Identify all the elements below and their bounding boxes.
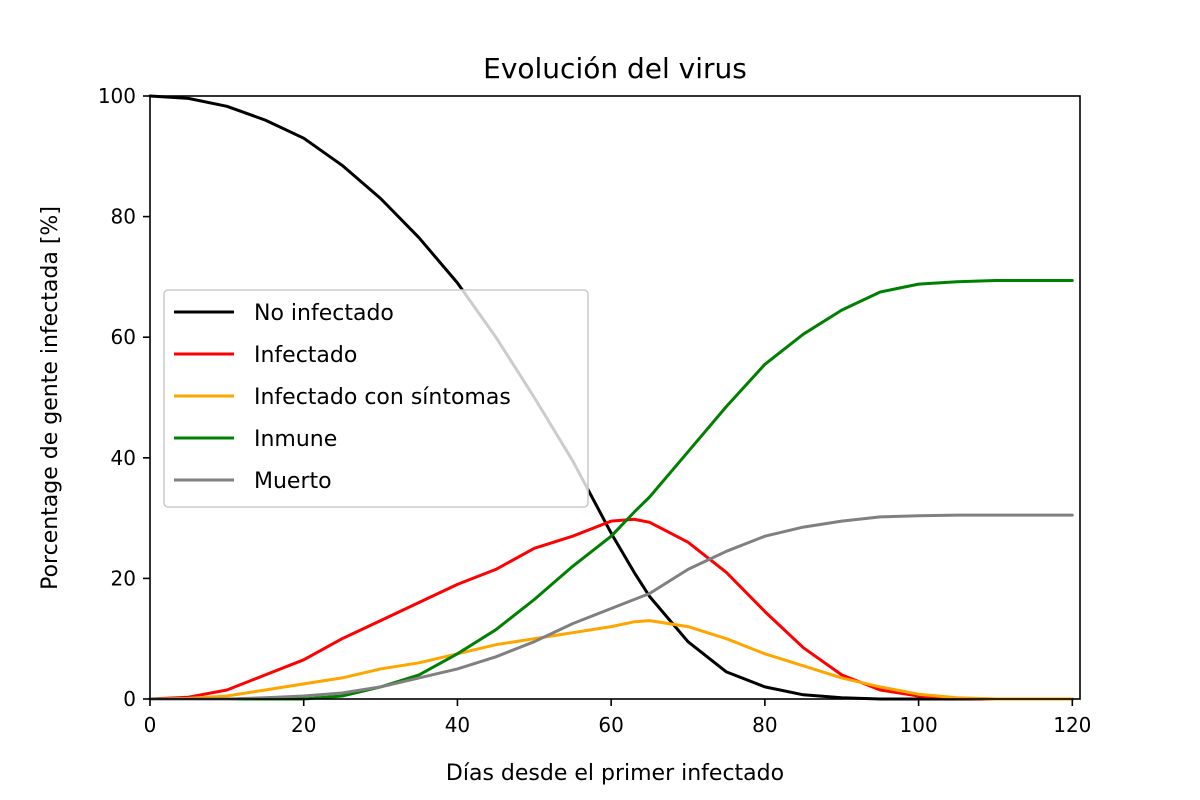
y-tick-label: 0 — [123, 687, 136, 711]
y-tick-label: 80 — [111, 205, 136, 229]
x-tick-label: 100 — [900, 713, 938, 737]
legend-label-3: Inmune — [254, 427, 337, 452]
legend-label-4: Muerto — [254, 469, 332, 494]
y-tick-label: 20 — [111, 566, 136, 590]
series-line-4 — [148, 513, 1074, 701]
x-tick-label: 20 — [291, 713, 316, 737]
legend-box — [163, 289, 589, 508]
series-line-2 — [148, 619, 1074, 701]
legend-label-0: No infectado — [254, 301, 394, 326]
legend-label-1: Infectado — [254, 343, 357, 368]
x-tick-label: 0 — [144, 713, 157, 737]
y-tick-label: 40 — [111, 446, 136, 470]
x-tick-label: 80 — [752, 713, 777, 737]
legend: No infectado Infectado Infectado con sínto… — [163, 289, 589, 508]
x-tick-label: 40 — [445, 713, 470, 737]
x-tick-label: 120 — [1053, 713, 1091, 737]
x-axis-label: Días desde el primer infectado — [446, 761, 784, 786]
y-axis-label: Porcentage de gente infectada [%] — [38, 206, 63, 590]
legend-label-2: Infectado con síntomas — [254, 385, 511, 410]
y-axis: 0 20 40 60 80 100 — [98, 84, 150, 711]
x-axis: 0 20 40 60 80 100 120 — [144, 699, 1091, 737]
plot-frame — [149, 95, 1081, 700]
x-tick-label: 60 — [598, 713, 623, 737]
y-tick-label: 60 — [111, 325, 136, 349]
chart-title: Evolución del virus — [483, 52, 747, 85]
series-line-1 — [148, 517, 1074, 701]
y-tick-label: 100 — [98, 84, 136, 108]
